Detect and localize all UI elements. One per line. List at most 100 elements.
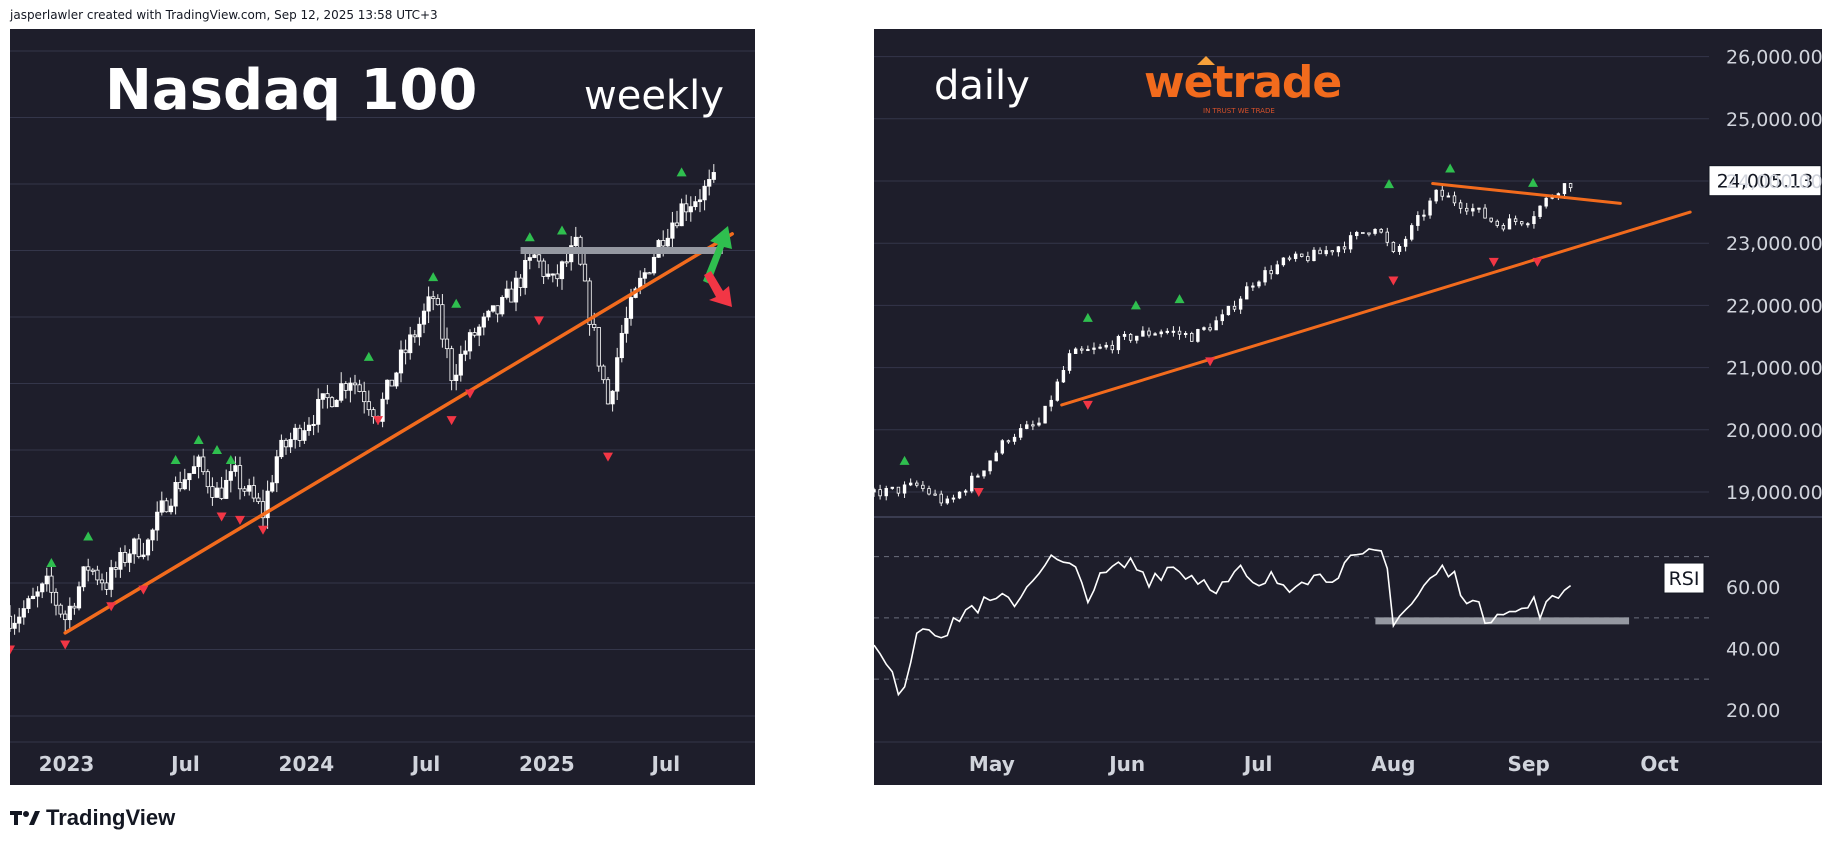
trendline xyxy=(63,232,734,635)
candle xyxy=(927,488,931,495)
logo-tagline: IN TRUST WE TRADE xyxy=(1203,107,1275,115)
rsi-line xyxy=(874,548,1572,697)
candle xyxy=(1348,235,1353,250)
candle xyxy=(1428,200,1432,216)
time-tick-label: Jul xyxy=(1242,752,1273,776)
candle xyxy=(1513,218,1518,223)
candle xyxy=(421,310,427,325)
candle xyxy=(963,490,968,493)
candle xyxy=(1238,298,1243,310)
candle xyxy=(164,500,169,513)
candle xyxy=(173,482,178,507)
swing-high-marker xyxy=(899,455,910,465)
swing-high-marker xyxy=(1082,312,1093,322)
candle xyxy=(1312,249,1316,262)
candle xyxy=(592,323,597,328)
candle xyxy=(279,439,284,458)
candle xyxy=(1232,305,1237,310)
candle xyxy=(1452,195,1457,204)
candle xyxy=(902,484,907,494)
candle xyxy=(380,398,385,422)
swing-low-marker xyxy=(373,416,383,426)
candle xyxy=(988,460,992,472)
candle xyxy=(1165,330,1170,333)
candle xyxy=(518,277,523,288)
logo-wordmark: wetrade xyxy=(1144,57,1341,108)
candle xyxy=(145,539,151,556)
candle xyxy=(1446,195,1451,198)
candle xyxy=(711,172,716,180)
swing-low-marker xyxy=(1532,257,1543,267)
candle xyxy=(532,254,537,258)
candle xyxy=(168,505,174,513)
candle xyxy=(150,529,155,541)
candle xyxy=(527,257,532,261)
candle xyxy=(21,608,26,618)
candle xyxy=(610,390,615,405)
candle xyxy=(1281,257,1286,266)
candle xyxy=(288,439,293,448)
candle xyxy=(99,579,105,584)
candle xyxy=(661,240,666,247)
candle xyxy=(601,365,606,381)
candle xyxy=(196,456,201,468)
candle xyxy=(1318,249,1322,255)
candle xyxy=(389,379,394,387)
swing-low-marker xyxy=(106,602,117,612)
candle xyxy=(385,379,390,400)
candle xyxy=(136,538,141,558)
candle xyxy=(122,552,128,563)
candle xyxy=(670,222,675,239)
candle xyxy=(1275,264,1279,275)
candle xyxy=(933,493,937,496)
candle xyxy=(536,254,542,262)
candle xyxy=(260,501,266,519)
candle xyxy=(921,484,925,489)
candle xyxy=(624,318,629,334)
rsi-tick-label: 60.00 xyxy=(1726,577,1780,599)
candle xyxy=(679,203,684,227)
candle xyxy=(596,327,601,367)
candle xyxy=(1190,332,1194,342)
candle xyxy=(1410,225,1414,240)
candle xyxy=(316,398,321,425)
candle xyxy=(325,393,330,399)
candle xyxy=(509,288,514,303)
candle xyxy=(371,409,376,417)
candle xyxy=(182,479,187,490)
swing-high-marker xyxy=(557,225,567,235)
candle xyxy=(297,427,302,441)
candle xyxy=(1300,253,1304,257)
candle xyxy=(201,456,206,473)
candle xyxy=(546,273,551,277)
candle xyxy=(939,493,943,504)
candle xyxy=(141,554,146,558)
candle xyxy=(81,566,86,588)
swing-high-marker xyxy=(1384,179,1395,189)
candle xyxy=(890,486,895,489)
candle xyxy=(408,334,413,354)
candle xyxy=(1141,330,1145,337)
daily-chart-panel[interactable]: 24,005.13 RSI 26,000.00 25,000.00 24,000.0… xyxy=(874,29,1822,785)
candle xyxy=(53,591,59,606)
candle xyxy=(1538,205,1542,217)
candle xyxy=(362,391,367,403)
candle xyxy=(1422,214,1426,217)
candle xyxy=(1361,232,1365,235)
candle xyxy=(1287,257,1292,260)
swing-high-marker xyxy=(212,445,222,454)
swing-high-marker xyxy=(170,454,181,464)
candle xyxy=(1306,256,1310,262)
candle xyxy=(541,260,546,277)
candle xyxy=(1416,215,1420,226)
resistance-trendline xyxy=(1431,181,1622,205)
tradingview-logo[interactable]: TradingView xyxy=(10,805,175,831)
time-tick-label: Oct xyxy=(1640,752,1679,776)
time-tick-label: Aug xyxy=(1371,752,1415,776)
timeframe-label: daily xyxy=(934,63,1030,109)
weekly-chart-panel[interactable]: 24,005.13 28,000.0026,000.0024,000.0022,… xyxy=(10,29,755,785)
candle xyxy=(1031,424,1035,427)
rsi-tick-label: 40.00 xyxy=(1726,639,1780,661)
last-price-label: 24,005.13 xyxy=(1717,171,1814,193)
candle xyxy=(1226,305,1231,316)
